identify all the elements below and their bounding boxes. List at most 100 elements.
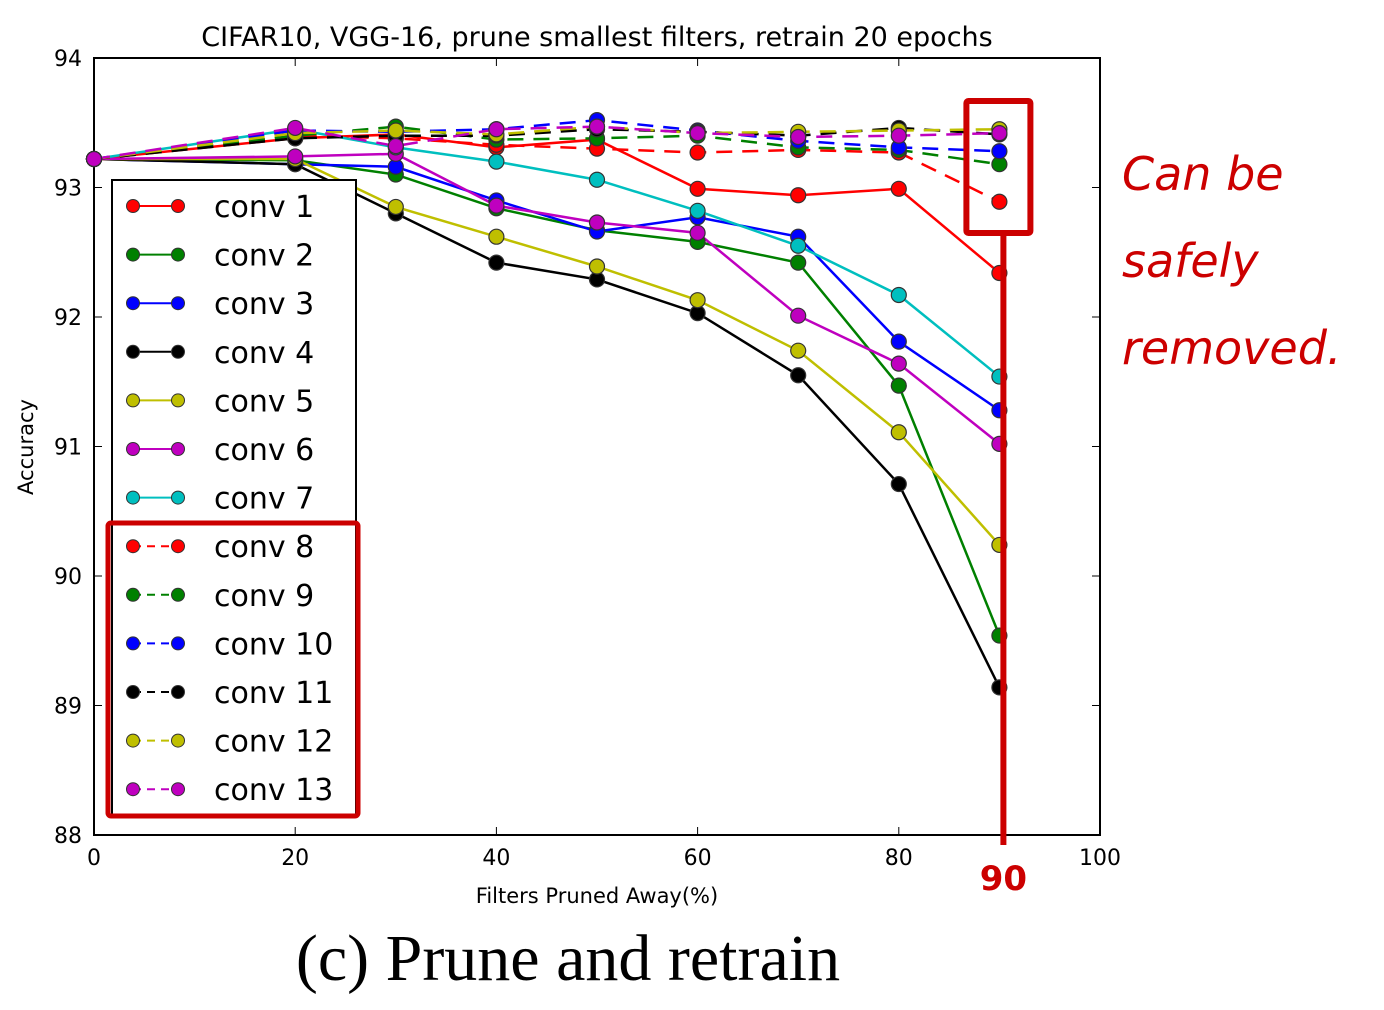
data-point-conv-1 xyxy=(689,180,706,197)
data-point-conv-10 xyxy=(991,143,1008,160)
data-point-conv-6 xyxy=(790,307,807,324)
x-tick-label: 40 xyxy=(482,846,510,871)
legend-marker xyxy=(126,587,140,602)
legend-label: conv 5 xyxy=(214,384,314,419)
legend-marker xyxy=(126,539,140,554)
data-point-conv-6 xyxy=(890,355,907,372)
data-point-conv-1 xyxy=(890,180,907,197)
data-point-conv-13 xyxy=(689,125,706,142)
legend-marker xyxy=(126,490,140,505)
legend-marker xyxy=(171,782,185,797)
y-tick-label: 92 xyxy=(54,306,82,331)
legend-label: conv 10 xyxy=(214,627,333,662)
data-point-conv-13 xyxy=(387,137,404,155)
data-point-conv-4 xyxy=(488,254,505,271)
data-point-conv-13 xyxy=(790,128,807,146)
legend-label: conv 4 xyxy=(214,336,314,371)
data-point-conv-7 xyxy=(588,171,606,188)
legend-marker xyxy=(171,344,185,359)
legend-marker xyxy=(171,296,185,311)
data-point-conv-2 xyxy=(890,377,907,394)
handwritten-note-line: removed. xyxy=(1122,321,1342,375)
legend-marker xyxy=(126,442,140,456)
legend-marker xyxy=(171,733,185,748)
x-tick-label: 20 xyxy=(281,846,309,871)
data-point-conv-13 xyxy=(85,150,103,168)
x-tick-label: 100 xyxy=(1079,846,1121,871)
legend-marker xyxy=(171,636,185,651)
legend-label: conv 9 xyxy=(214,579,314,614)
data-point-conv-13 xyxy=(588,118,606,135)
legend-marker xyxy=(171,539,185,554)
legend-marker xyxy=(126,733,140,748)
y-tick-label: 88 xyxy=(54,824,82,849)
data-point-conv-7 xyxy=(790,237,807,254)
handwritten-90-label: 90 xyxy=(980,859,1027,899)
axis-ticks: 0 20 40 60 80 100 88 89 90 91 92 93 94 xyxy=(54,47,1121,871)
data-point-conv-2 xyxy=(790,254,807,271)
data-point-conv-5 xyxy=(387,198,404,216)
legend-highlight-box xyxy=(105,520,361,819)
legend-label: conv 12 xyxy=(214,725,333,760)
data-point-conv-5 xyxy=(488,228,505,245)
legend-label: conv 7 xyxy=(214,482,314,517)
y-tick-label: 93 xyxy=(54,177,82,202)
legend-marker xyxy=(126,782,140,797)
data-point-conv-5 xyxy=(588,258,606,275)
data-point-conv-1 xyxy=(790,187,807,204)
data-point-conv-13 xyxy=(890,127,907,144)
annotations: 90 Can be safely removed. xyxy=(105,98,1342,899)
data-point-conv-6 xyxy=(287,148,304,165)
y-tick-label: 89 xyxy=(54,695,82,720)
legend-marker xyxy=(126,344,140,359)
x-tick-label: 60 xyxy=(684,846,712,871)
legend-marker xyxy=(126,199,140,213)
data-point-conv-6 xyxy=(488,197,505,214)
data-point-conv-6 xyxy=(689,224,706,241)
legend-marker xyxy=(126,636,140,651)
data-point-conv-13 xyxy=(287,119,304,137)
legend-marker xyxy=(171,247,185,262)
legend-marker xyxy=(171,490,185,505)
data-point-conv-8 xyxy=(689,144,706,161)
legend-label: conv 6 xyxy=(214,433,314,468)
data-point-conv-13 xyxy=(488,121,505,138)
data-point-conv-7 xyxy=(689,202,706,219)
legend-label: conv 11 xyxy=(214,676,333,711)
y-axis-label: Accuracy xyxy=(14,399,38,495)
data-point-conv-7 xyxy=(890,286,907,304)
legend-label: conv 3 xyxy=(214,287,314,322)
legend-marker xyxy=(126,296,140,311)
data-point-conv-4 xyxy=(890,475,907,493)
legend-marker xyxy=(126,685,140,699)
chart-title: CIFAR10, VGG-16, prune smallest filters,… xyxy=(201,22,992,53)
legend-label: conv 1 xyxy=(214,190,314,225)
y-tick-label: 90 xyxy=(54,565,82,590)
data-point-conv-12 xyxy=(387,122,404,139)
data-point-conv-5 xyxy=(689,292,706,309)
legend-marker xyxy=(171,685,185,699)
legend-marker xyxy=(126,393,140,408)
data-point-conv-5 xyxy=(790,342,807,359)
legend-marker xyxy=(171,587,185,602)
legend: conv 1 conv 2 conv 3 conv 4 conv 5 conv 6 conv… xyxy=(111,179,357,817)
x-tick-label: 80 xyxy=(885,846,913,871)
handwritten-note-line: Can be xyxy=(1122,147,1284,201)
legend-marker xyxy=(171,393,185,408)
data-point-conv-5 xyxy=(890,424,907,441)
data-point-conv-7 xyxy=(488,153,505,170)
handwritten-note-line: safely xyxy=(1122,234,1259,288)
highlight-box xyxy=(963,98,1034,236)
x-axis-label: Filters Pruned Away(%) xyxy=(476,884,718,908)
data-point-conv-3 xyxy=(890,333,907,350)
legend-label: conv 8 xyxy=(214,530,314,565)
series-markers xyxy=(85,112,1008,696)
x-tick-label: 0 xyxy=(87,846,101,871)
data-point-conv-4 xyxy=(790,367,807,384)
y-tick-label: 94 xyxy=(54,47,82,72)
legend-marker xyxy=(171,442,185,456)
legend-marker xyxy=(171,199,185,213)
y-tick-label: 91 xyxy=(54,436,82,461)
data-point-conv-8 xyxy=(991,193,1008,210)
